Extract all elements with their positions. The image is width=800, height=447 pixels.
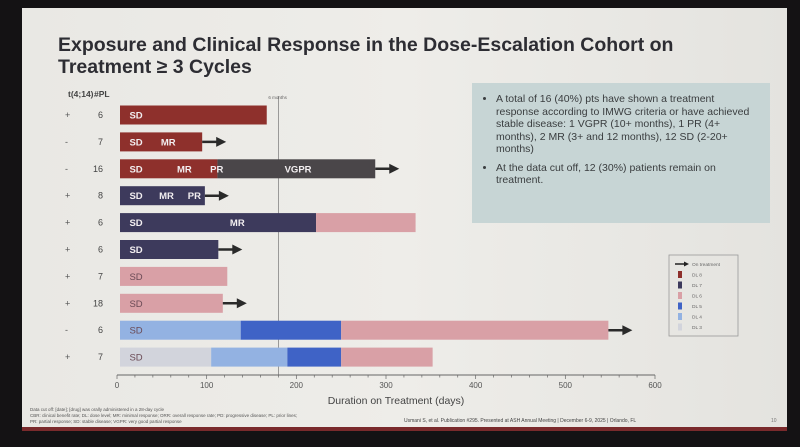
response-label: MR [230, 218, 245, 229]
x-tick-label: 200 [290, 381, 304, 390]
legend-swatch [678, 292, 682, 299]
x-tick-label: 100 [200, 381, 214, 390]
info-bullet: A total of 16 (40%) pts have shown a tre… [496, 93, 758, 156]
legend-label: On treatment [692, 262, 721, 268]
bar-segment-dl6 [120, 293, 223, 313]
legend-label: DL 3 [692, 325, 702, 331]
bar-segment-dl6 [341, 320, 609, 340]
response-label: PR [210, 164, 223, 175]
row-t414: - [65, 164, 68, 174]
bar-segment-dl4 [120, 320, 241, 340]
row-t414: + [65, 110, 70, 120]
row-prior-lines: 8 [98, 191, 103, 201]
x-tick-label: 500 [559, 381, 573, 390]
footnote: CBR: clinical benefit rate; DL: dose lev… [30, 413, 298, 418]
bar-segment-dl7 [120, 186, 205, 206]
bar-segment-dl6 [316, 213, 416, 233]
x-tick-label: 300 [379, 381, 393, 390]
row-prior-lines: 6 [98, 110, 103, 120]
response-label: SD [129, 326, 142, 337]
row-prior-lines: 6 [98, 325, 103, 335]
response-label: SD [129, 353, 142, 364]
row-t414: + [65, 298, 70, 308]
response-label: SD [129, 111, 142, 122]
bar-segment-dl6 [341, 347, 433, 367]
response-label: SD [129, 245, 142, 256]
slide-title: Exposure and Clinical Response in the Do… [58, 34, 674, 78]
on-treatment-arrowhead-icon [622, 325, 633, 336]
bar-segment-dl6 [120, 266, 228, 286]
citation: Usmani S, et al. Publication #295. Prese… [404, 418, 637, 424]
bar-segment-dl8 [120, 132, 203, 152]
bar-segment-dl3 [120, 347, 212, 367]
row-t414: + [65, 352, 70, 362]
on-treatment-arrowhead-icon [232, 244, 243, 255]
row-t414: + [65, 245, 70, 255]
legend-label: DL 4 [692, 315, 702, 321]
legend-label: DL 8 [692, 273, 702, 279]
response-label: PR [188, 191, 201, 202]
footnote: Data cut off: [date]; [drug] was orally … [30, 407, 164, 412]
x-tick-label: 600 [648, 381, 662, 390]
response-label: MR [177, 164, 192, 175]
slide-bottom-border [22, 427, 787, 431]
row-t414: + [65, 191, 70, 201]
x-tick-label: 0 [115, 381, 120, 390]
response-label: VGPR [285, 164, 312, 175]
response-label: SD [129, 299, 142, 310]
legend-box [668, 254, 739, 337]
response-label: SD [129, 191, 142, 202]
column-header-pl: #PL [94, 89, 110, 99]
legend-swatch [678, 313, 682, 320]
legend-swatch [678, 323, 682, 331]
response-label: MR [159, 191, 174, 202]
response-label: SD [129, 218, 142, 229]
legend-arrowhead-icon [684, 261, 689, 267]
bar-segment-dl8 [120, 105, 267, 125]
legend-label: DL 6 [692, 294, 702, 300]
bar-segment-dl8 [120, 159, 218, 179]
row-prior-lines: 6 [98, 218, 103, 228]
response-label: SD [129, 137, 142, 148]
response-label: SD [129, 164, 142, 175]
row-t414: + [65, 218, 70, 228]
x-axis-label: Duration on Treatment (days) [328, 395, 465, 407]
on-treatment-arrowhead-icon [389, 163, 400, 174]
row-prior-lines: 6 [98, 245, 103, 255]
row-prior-lines: 16 [93, 164, 103, 174]
response-label: SD [129, 272, 142, 283]
on-treatment-arrowhead-icon [216, 136, 227, 147]
row-t414: - [65, 325, 68, 335]
x-tick-label: 400 [469, 381, 483, 390]
info-bullet: At the data cut off, 12 (30%) patients r… [496, 162, 758, 187]
row-t414: + [65, 271, 70, 281]
reference-line-label: 6 months [268, 95, 287, 100]
page-number: 10 [771, 418, 777, 424]
bar-segment-dl7 [120, 213, 317, 233]
row-prior-lines: 7 [98, 352, 103, 362]
row-prior-lines: 18 [93, 298, 103, 308]
row-prior-lines: 7 [98, 271, 103, 281]
on-treatment-arrowhead-icon [236, 298, 247, 309]
response-label: MR [161, 137, 176, 148]
info-box: A total of 16 (40%) pts have shown a tre… [472, 83, 770, 223]
bar-segment-dl7b [217, 159, 376, 179]
bar-segment-dl5 [240, 320, 342, 340]
on-treatment-arrowhead-icon [218, 190, 229, 201]
footnote: PR: partial response; SD: stable disease… [30, 419, 182, 424]
column-header-t414: t(4;14) [68, 89, 94, 99]
legend-swatch [678, 271, 682, 278]
row-prior-lines: 7 [98, 137, 103, 147]
legend-swatch [678, 281, 682, 289]
legend-label: DL 5 [692, 304, 702, 310]
legend-swatch [678, 302, 682, 310]
row-t414: - [65, 137, 68, 147]
legend-label: DL 7 [692, 283, 702, 289]
bar-segment-dl5 [287, 347, 342, 367]
bar-segment-dl4 [211, 347, 288, 367]
bar-segment-dl7 [120, 240, 219, 259]
